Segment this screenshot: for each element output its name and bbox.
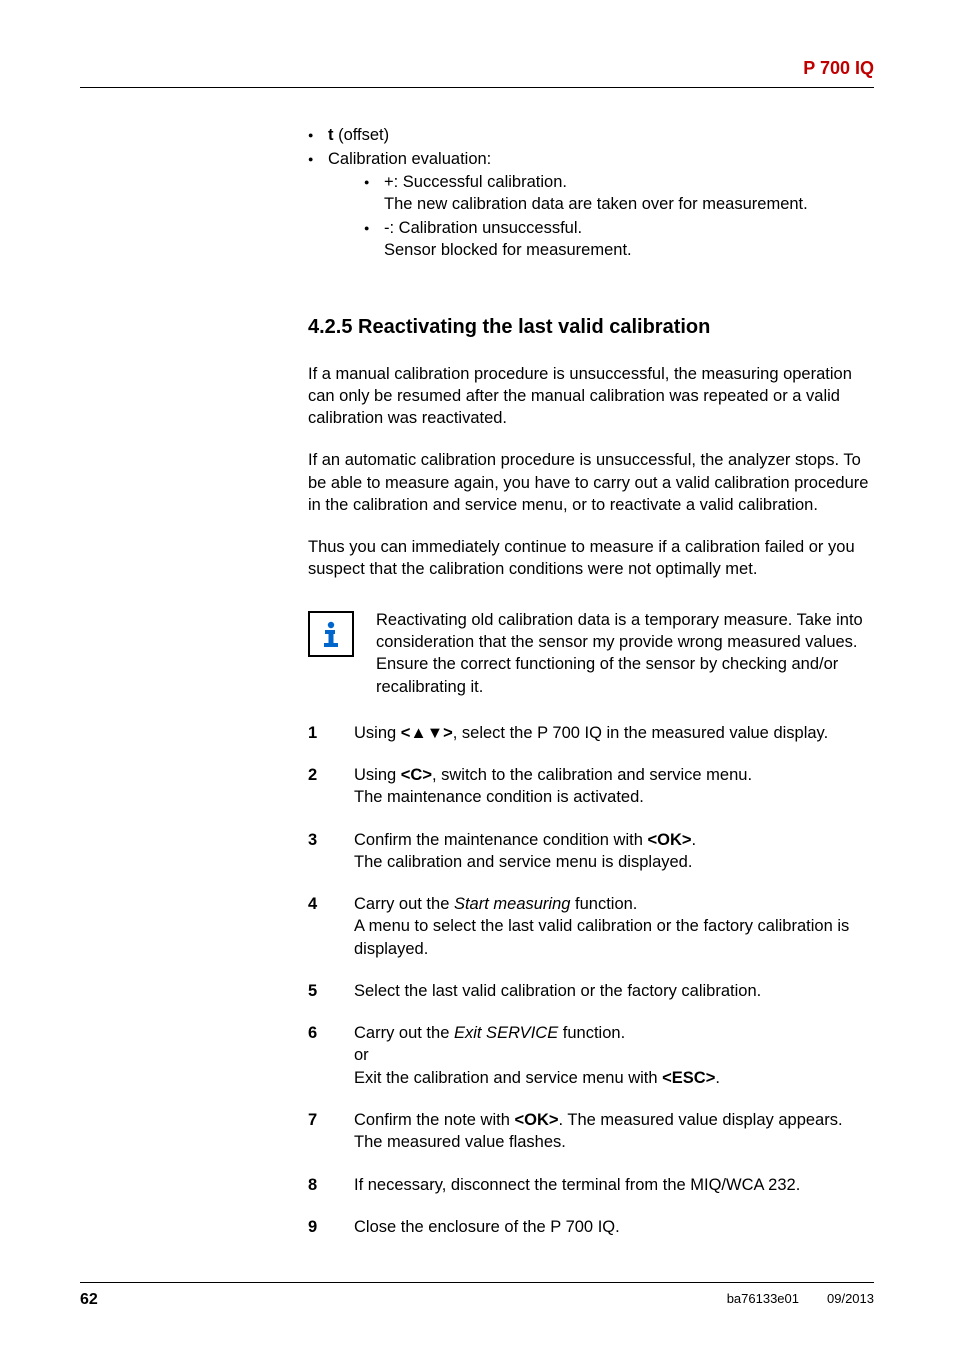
text: Exit the calibration and service menu wi… [354,1069,662,1087]
info-icon-svg [316,619,346,649]
step-number: 5 [308,980,354,1002]
text: The calibration and service menu is disp… [354,853,692,871]
info-box: Reactivating old calibration data is a t… [308,609,874,698]
step-number: 3 [308,829,354,874]
paragraph: If a manual calibration procedure is uns… [308,363,874,430]
step-text: Confirm the maintenance condition with <… [354,829,874,874]
step-text: Carry out the Start measuring function. … [354,893,874,960]
doc-id: ba76133e01 [727,1291,799,1309]
text: (offset) [334,126,390,144]
key-label: <OK> [515,1111,559,1129]
footer-right: ba76133e01 09/2013 [727,1291,874,1309]
bullet-item: -: Calibration unsuccessful. Sensor bloc… [364,217,874,262]
main-content: t (offset) Calibration evaluation: +: Su… [308,124,874,1238]
text: A menu to select the last valid calibrat… [354,917,849,957]
text: , switch to the calibration and service … [432,766,752,784]
step-number: 2 [308,764,354,809]
text: function. [570,895,637,913]
key-label: <ESC> [662,1069,715,1087]
text: . [692,831,697,849]
info-text: Reactivating old calibration data is a t… [376,609,874,698]
text: function. [558,1024,625,1042]
bullet-item: Calibration evaluation: +: Successful ca… [308,148,874,261]
info-icon [308,611,354,657]
info-icon-inner [310,613,352,655]
page-container: P 700 IQ t (offset) Calibration evaluati… [0,0,954,1351]
step-row: 5 Select the last valid calibration or t… [308,980,874,1002]
step-text: Carry out the Exit SERVICE function. or … [354,1022,874,1089]
bullet-item: +: Successful calibration. The new calib… [364,171,874,216]
text: Using [354,724,401,742]
text: The new calibration data are taken over … [384,195,808,213]
text: Calibration evaluation: [328,150,491,168]
bullet-item: t (offset) [308,124,874,146]
text: Carry out the [354,895,454,913]
step-row: 7 Confirm the note with <OK>. The measur… [308,1109,874,1154]
text: Confirm the note with [354,1111,515,1129]
step-number: 9 [308,1216,354,1238]
text: Confirm the maintenance condition with [354,831,648,849]
step-row: 8 If necessary, disconnect the terminal … [308,1174,874,1196]
page-footer: 62 ba76133e01 09/2013 [80,1282,874,1309]
key-label: <C> [401,766,432,784]
top-bullet-list: t (offset) Calibration evaluation: +: Su… [308,124,874,262]
text: The maintenance condition is activated. [354,788,644,806]
step-text: Close the enclosure of the P 700 IQ. [354,1216,874,1238]
step-row: 3 Confirm the maintenance condition with… [308,829,874,874]
italic-text: Start measuring [454,895,570,913]
step-text: Using <▲▼>, select the P 700 IQ in the m… [354,722,874,744]
step-number: 6 [308,1022,354,1089]
text: Sensor blocked for measurement. [384,241,632,259]
key-label: <▲▼> [401,724,453,742]
step-text: Using <C>, switch to the calibration and… [354,764,874,809]
paragraph: Thus you can immediately continue to mea… [308,536,874,581]
step-number: 1 [308,722,354,744]
step-number: 8 [308,1174,354,1196]
key-label: <OK> [648,831,692,849]
step-text: Confirm the note with <OK>. The measured… [354,1109,874,1154]
step-row: 1 Using <▲▼>, select the P 700 IQ in the… [308,722,874,744]
nested-bullet-list: +: Successful calibration. The new calib… [328,171,874,262]
text: +: Successful calibration. [384,173,567,191]
text: or [354,1046,369,1064]
page-header: P 700 IQ [80,58,874,88]
step-number: 7 [308,1109,354,1154]
text: Carry out the [354,1024,454,1042]
product-name: P 700 IQ [803,58,874,78]
italic-text: Exit SERVICE [454,1024,558,1042]
step-text: If necessary, disconnect the terminal fr… [354,1174,874,1196]
section-heading: 4.2.5 Reactivating the last valid calibr… [308,314,874,341]
step-number: 4 [308,893,354,960]
text: Using [354,766,401,784]
step-row: 6 Carry out the Exit SERVICE function. o… [308,1022,874,1089]
step-list: 1 Using <▲▼>, select the P 700 IQ in the… [308,722,874,1238]
step-text: Select the last valid calibration or the… [354,980,874,1002]
text: -: Calibration unsuccessful. [384,219,582,237]
step-row: 2 Using <C>, switch to the calibration a… [308,764,874,809]
text: , select the P 700 IQ in the measured va… [453,724,828,742]
step-row: 9 Close the enclosure of the P 700 IQ. [308,1216,874,1238]
text: . [715,1069,720,1087]
doc-date: 09/2013 [827,1291,874,1309]
paragraph: If an automatic calibration procedure is… [308,449,874,516]
step-row: 4 Carry out the Start measuring function… [308,893,874,960]
page-number: 62 [80,1291,98,1309]
